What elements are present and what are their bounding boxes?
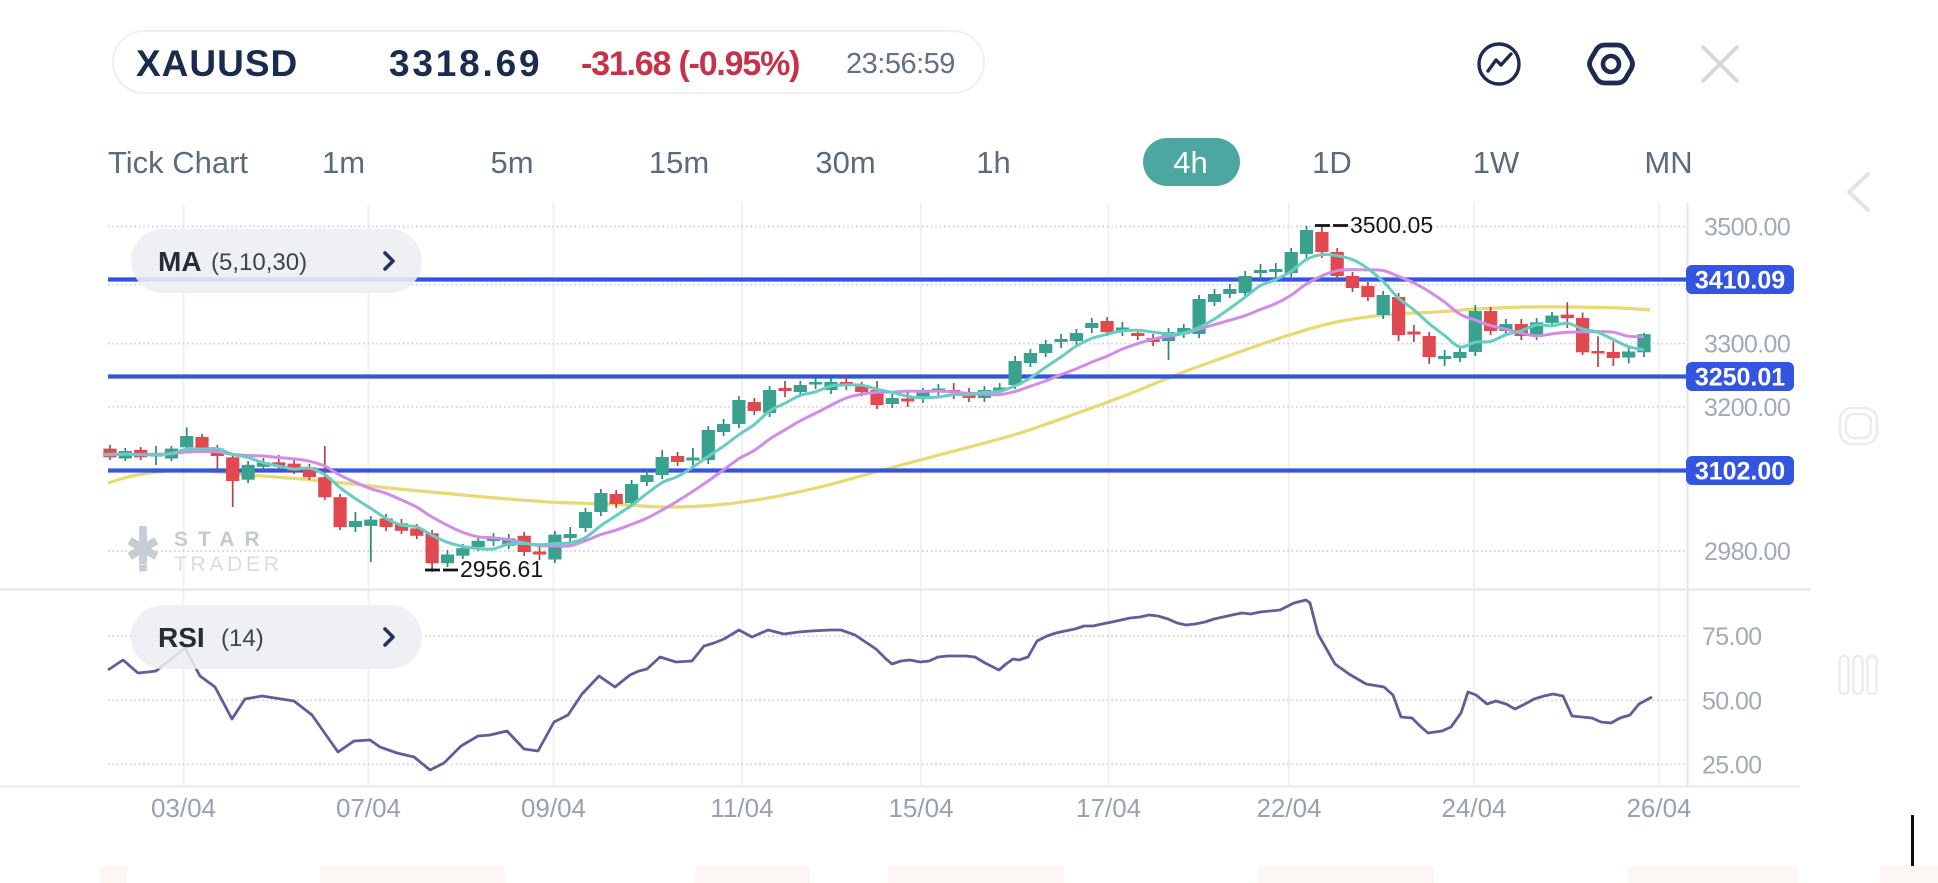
svg-text:09/04: 09/04 [521,793,586,823]
svg-text:MA: MA [158,246,202,277]
svg-text:3200.00: 3200.00 [1704,394,1790,422]
svg-text:3500.05: 3500.05 [1350,212,1433,238]
svg-text:3318.69: 3318.69 [389,43,542,84]
svg-text:3500.00: 3500.00 [1704,214,1790,242]
svg-text:TRADER: TRADER [174,553,283,576]
svg-text:XAUUSD: XAUUSD [136,43,298,84]
svg-text:1h: 1h [976,145,1010,180]
svg-text:24/04: 24/04 [1441,793,1506,823]
svg-text:26/04: 26/04 [1626,793,1691,823]
svg-text:1m: 1m [322,145,365,180]
svg-text:1W: 1W [1473,145,1520,180]
svg-text:30m: 30m [815,145,875,180]
svg-text:3102.00: 3102.00 [1695,458,1785,486]
svg-text:RSI: RSI [158,622,205,653]
svg-text:STAR: STAR [174,528,270,551]
svg-text:15m: 15m [649,145,709,180]
svg-text:1D: 1D [1312,145,1352,180]
svg-text:MN: MN [1644,145,1692,180]
svg-text:-31.68 (-0.95%): -31.68 (-0.95%) [581,45,799,83]
svg-text:11/04: 11/04 [710,793,773,823]
svg-text:3300.00: 3300.00 [1704,331,1790,359]
svg-text:15/04: 15/04 [888,793,953,823]
svg-text:3410.09: 3410.09 [1695,267,1785,295]
svg-text:75.00: 75.00 [1702,623,1762,651]
svg-text:3250.01: 3250.01 [1695,364,1785,392]
svg-text:07/04: 07/04 [336,793,401,823]
svg-text:(5,10,30): (5,10,30) [211,249,307,276]
svg-text:50.00: 50.00 [1702,687,1762,715]
svg-text:17/04: 17/04 [1076,793,1141,823]
svg-text:4h: 4h [1173,145,1207,180]
svg-text:5m: 5m [490,145,533,180]
svg-text:(14): (14) [221,625,264,652]
svg-text:2980.00: 2980.00 [1704,538,1790,566]
svg-text:22/04: 22/04 [1256,793,1321,823]
svg-text:25.00: 25.00 [1702,751,1762,779]
svg-text:03/04: 03/04 [151,793,216,823]
svg-text:23:56:59: 23:56:59 [846,48,955,80]
svg-text:2956.61: 2956.61 [460,556,543,582]
svg-text:Tick Chart: Tick Chart [108,145,248,180]
